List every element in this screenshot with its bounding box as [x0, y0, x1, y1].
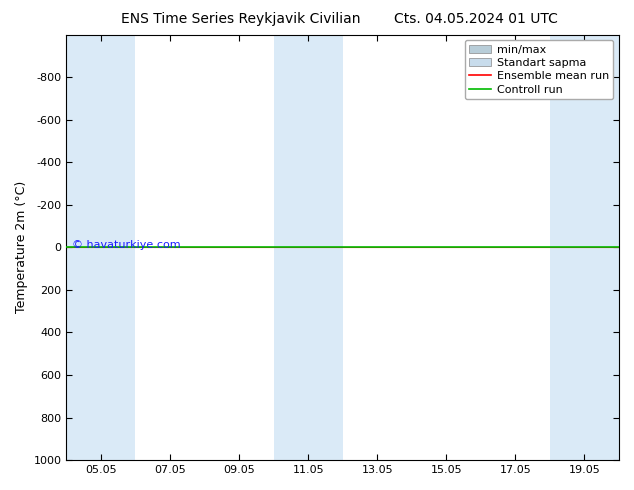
Bar [274, 35, 343, 460]
Legend: min/max, Standart sapma, Ensemble mean run, Controll run: min/max, Standart sapma, Ensemble mean r… [465, 40, 614, 99]
Bar [550, 35, 619, 460]
Y-axis label: Temperature 2m (°C): Temperature 2m (°C) [15, 181, 28, 314]
Text: Cts. 04.05.2024 01 UTC: Cts. 04.05.2024 01 UTC [394, 12, 557, 26]
Text: © havaturkiye.com: © havaturkiye.com [72, 240, 181, 250]
Bar [67, 35, 136, 460]
Text: ENS Time Series Reykjavik Civilian: ENS Time Series Reykjavik Civilian [121, 12, 361, 26]
